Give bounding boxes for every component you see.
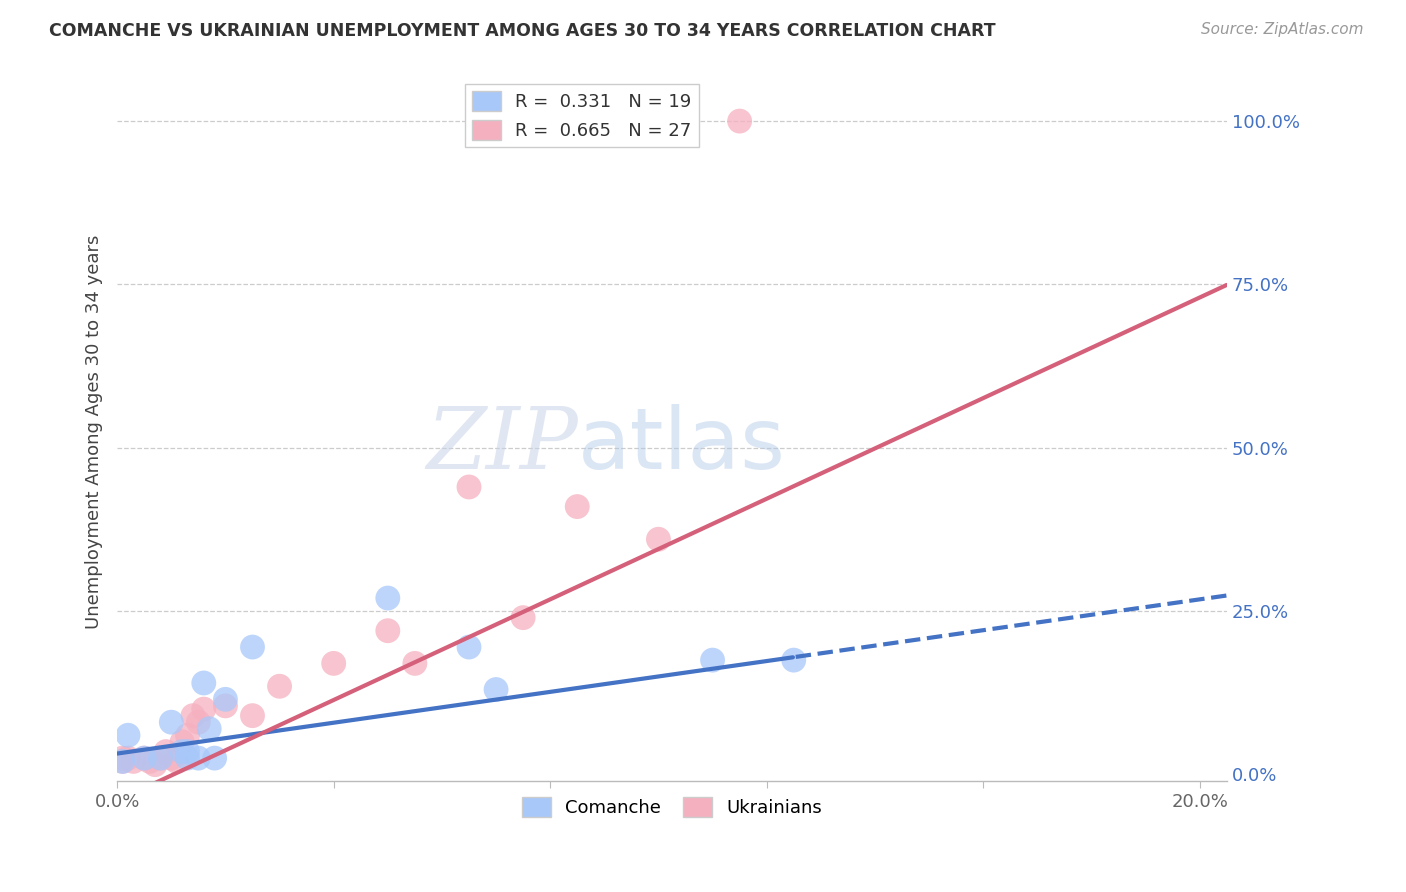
Point — [117, 728, 139, 742]
Point — [214, 692, 236, 706]
Point — [728, 114, 751, 128]
Point — [172, 735, 194, 749]
Point — [269, 679, 291, 693]
Point — [149, 751, 172, 765]
Point — [134, 751, 156, 765]
Point — [702, 653, 724, 667]
Point — [377, 624, 399, 638]
Point — [193, 676, 215, 690]
Point — [166, 755, 188, 769]
Point — [783, 653, 806, 667]
Point — [512, 610, 534, 624]
Text: atlas: atlas — [578, 404, 786, 487]
Y-axis label: Unemployment Among Ages 30 to 34 years: Unemployment Among Ages 30 to 34 years — [86, 235, 103, 629]
Point — [187, 751, 209, 765]
Point — [122, 755, 145, 769]
Legend: Comanche, Ukrainians: Comanche, Ukrainians — [515, 790, 830, 824]
Point — [111, 755, 134, 769]
Text: Source: ZipAtlas.com: Source: ZipAtlas.com — [1201, 22, 1364, 37]
Point — [155, 745, 177, 759]
Point — [242, 640, 264, 654]
Point — [242, 708, 264, 723]
Text: COMANCHE VS UKRAINIAN UNEMPLOYMENT AMONG AGES 30 TO 34 YEARS CORRELATION CHART: COMANCHE VS UKRAINIAN UNEMPLOYMENT AMONG… — [49, 22, 995, 40]
Point — [176, 745, 198, 759]
Point — [567, 500, 589, 514]
Point — [149, 751, 172, 765]
Point — [198, 722, 221, 736]
Point — [647, 533, 669, 547]
Point — [138, 755, 160, 769]
Point — [111, 751, 134, 765]
Point — [214, 698, 236, 713]
Point — [111, 755, 134, 769]
Point — [181, 708, 204, 723]
Text: ZIP: ZIP — [426, 404, 578, 487]
Point — [187, 715, 209, 730]
Point — [204, 751, 226, 765]
Point — [322, 657, 344, 671]
Point — [176, 751, 198, 765]
Point — [172, 745, 194, 759]
Point — [143, 757, 166, 772]
Point — [193, 702, 215, 716]
Point — [404, 657, 426, 671]
Point — [117, 751, 139, 765]
Point — [176, 728, 198, 742]
Point — [458, 480, 481, 494]
Point — [377, 591, 399, 605]
Point — [458, 640, 481, 654]
Point — [134, 751, 156, 765]
Point — [485, 682, 508, 697]
Point — [160, 751, 183, 765]
Point — [160, 715, 183, 730]
